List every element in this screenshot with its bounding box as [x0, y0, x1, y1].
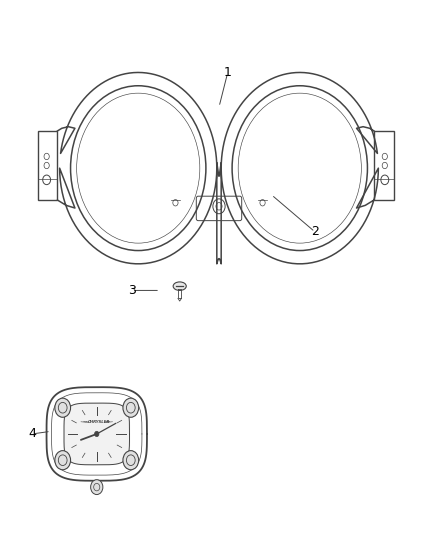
Circle shape: [123, 450, 139, 470]
Circle shape: [91, 480, 103, 495]
Text: 1: 1: [224, 66, 232, 79]
Text: 2: 2: [311, 225, 319, 238]
Ellipse shape: [173, 282, 186, 290]
Circle shape: [55, 398, 71, 417]
Polygon shape: [64, 403, 130, 465]
Circle shape: [123, 398, 139, 417]
Circle shape: [95, 431, 99, 437]
Circle shape: [55, 450, 71, 470]
Text: 3: 3: [128, 284, 136, 297]
Text: CHRYSLER: CHRYSLER: [88, 420, 110, 424]
Text: 4: 4: [28, 427, 36, 440]
